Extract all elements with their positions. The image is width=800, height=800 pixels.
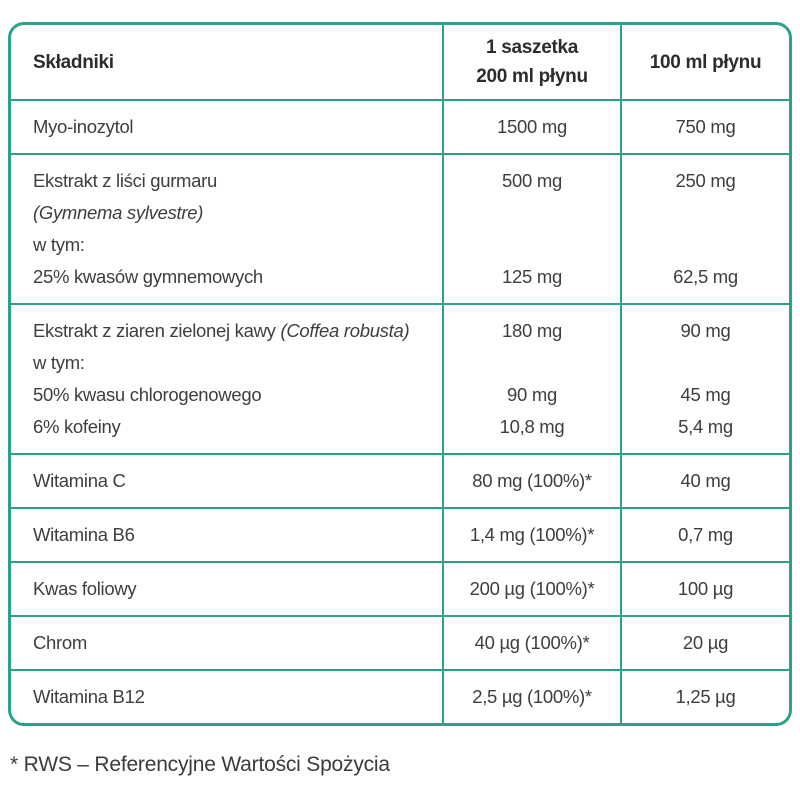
value-line: 200 µg (100%)*: [469, 578, 595, 599]
value-200ml-cell: 200 µg (100%)*: [442, 561, 621, 616]
value-line: 100 µg: [677, 578, 734, 599]
value-line: [444, 347, 620, 379]
table-row: Kwas foliowy 200 µg (100%)* 100 µg: [11, 561, 789, 616]
value-line: 10,8 mg: [499, 416, 565, 437]
ingredient-line: w tym:: [33, 234, 85, 255]
header-saszetka-line2: 200 ml płynu: [476, 66, 588, 87]
value-100ml-cell: 40 mg: [620, 453, 789, 508]
value-line: 750 mg: [675, 116, 736, 137]
value-line: 125 mg: [502, 266, 562, 287]
table-row: Witamina B12 2,5 µg (100%)* 1,25 µg: [11, 669, 789, 723]
ingredient-name-cell: Ekstrakt z liści gurmaru (Gymnema sylvest…: [11, 153, 443, 304]
table-row: Witamina B6 1,4 mg (100%)* 0,7 mg: [11, 507, 789, 562]
ingredient-line: (Gymnema sylvestre): [33, 202, 204, 223]
table-row: Myo-inozytol 1500 mg 750 mg: [11, 99, 789, 154]
value-line: [622, 347, 789, 379]
value-line: 90 mg: [680, 320, 731, 341]
value-line: [622, 229, 789, 261]
value-line: 180 mg: [502, 320, 562, 341]
ingredient-line: Witamina B12: [33, 686, 145, 707]
ingredient-line: Witamina B6: [33, 524, 135, 545]
footnote: * RWS – Referencyjne Wartości Spożycia: [10, 753, 390, 776]
value-100ml-cell: 1,25 µg: [620, 669, 789, 723]
value-line: [444, 197, 620, 229]
ingredient-name-cell: Kwas foliowy: [11, 561, 443, 616]
table-row: Ekstrakt z ziaren zielonej kawy (Coffea …: [11, 303, 789, 454]
value-line: 40 mg: [680, 470, 731, 491]
value-200ml-cell: 1,4 mg (100%)*: [442, 507, 621, 562]
ingredient-line: w tym:: [33, 352, 85, 373]
ingredient-line: 25% kwasów gymnemowych: [33, 266, 263, 287]
value-line: 45 mg: [680, 384, 731, 405]
ingredient-line: Chrom: [33, 632, 88, 653]
nutrition-table-border: Składniki 1 saszetka 200 ml płynu 100 ml…: [8, 22, 792, 726]
header-saszetka-200ml: 1 saszetka 200 ml płynu: [442, 25, 621, 100]
value-line: [622, 197, 789, 229]
table-row: Chrom 40 µg (100%)* 20 µg: [11, 615, 789, 670]
value-200ml-cell: 80 mg (100%)*: [442, 453, 621, 508]
value-100ml-cell: 90 mg 45 mg 5,4 mg: [620, 303, 789, 454]
value-line: 0,7 mg: [678, 524, 733, 545]
ingredient-line: Ekstrakt z ziaren zielonej kawy (Coffea …: [33, 320, 410, 341]
header-saszetka-line1: 1 saszetka: [485, 37, 579, 58]
value-line: 5,4 mg: [678, 416, 733, 437]
value-100ml-cell: 20 µg: [620, 615, 789, 670]
value-200ml-cell: 180 mg 90 mg 10,8 mg: [442, 303, 621, 454]
ingredient-line: 6% kofeiny: [33, 416, 121, 437]
value-line: 40 µg (100%)*: [474, 632, 590, 653]
nutrition-table: Składniki 1 saszetka 200 ml płynu 100 ml…: [11, 25, 789, 723]
value-200ml-cell: 2,5 µg (100%)*: [442, 669, 621, 723]
value-line: 90 mg: [507, 384, 557, 405]
value-line: 20 µg: [682, 632, 729, 653]
value-line: 500 mg: [502, 170, 562, 191]
ingredient-name-cell: Witamina C: [11, 453, 443, 508]
value-line: 1,25 µg: [675, 686, 736, 707]
value-200ml-cell: 500 mg 125 mg: [442, 153, 621, 304]
value-100ml-cell: 750 mg: [620, 99, 789, 154]
value-100ml-cell: 100 µg: [620, 561, 789, 616]
value-line: [444, 229, 620, 261]
ingredient-name-cell: Witamina B6: [11, 507, 443, 562]
value-100ml-cell: 250 mg 62,5 mg: [620, 153, 789, 304]
table-body: Myo-inozytol 1500 mg 750 mg Ekstrakt z liśc…: [11, 99, 789, 723]
value-line: 62,5 mg: [673, 266, 738, 287]
value-line: 250 mg: [675, 170, 736, 191]
ingredient-line: Ekstrakt z liści gurmaru: [33, 170, 218, 191]
table-header-row: Składniki 1 saszetka 200 ml płynu 100 ml…: [11, 25, 789, 100]
value-line: 1,4 mg (100%)*: [469, 524, 595, 545]
ingredient-line: Myo-inozytol: [33, 116, 134, 137]
ingredient-name-cell: Witamina B12: [11, 669, 443, 723]
ingredient-name-cell: Chrom: [11, 615, 443, 670]
ingredient-name-cell: Ekstrakt z ziaren zielonej kawy (Coffea …: [11, 303, 443, 454]
value-line: 1500 mg: [497, 116, 567, 137]
header-skladniki: Składniki: [33, 51, 114, 73]
value-line: 2,5 µg (100%)*: [472, 686, 592, 707]
value-line: 80 mg (100%)*: [472, 470, 592, 491]
value-200ml-cell: 40 µg (100%)*: [442, 615, 621, 670]
table-row: Ekstrakt z liści gurmaru (Gymnema sylvest…: [11, 153, 789, 304]
table-row: Witamina C 80 mg (100%)* 40 mg: [11, 453, 789, 508]
ingredient-name-cell: Myo-inozytol: [11, 99, 443, 154]
header-100ml: 100 ml płynu: [620, 25, 789, 100]
ingredient-line: 50% kwasu chlorogenowego: [33, 384, 262, 405]
value-200ml-cell: 1500 mg: [442, 99, 621, 154]
ingredient-line: Witamina C: [33, 470, 126, 491]
value-100ml-cell: 0,7 mg: [620, 507, 789, 562]
ingredient-line: Kwas foliowy: [33, 578, 137, 599]
